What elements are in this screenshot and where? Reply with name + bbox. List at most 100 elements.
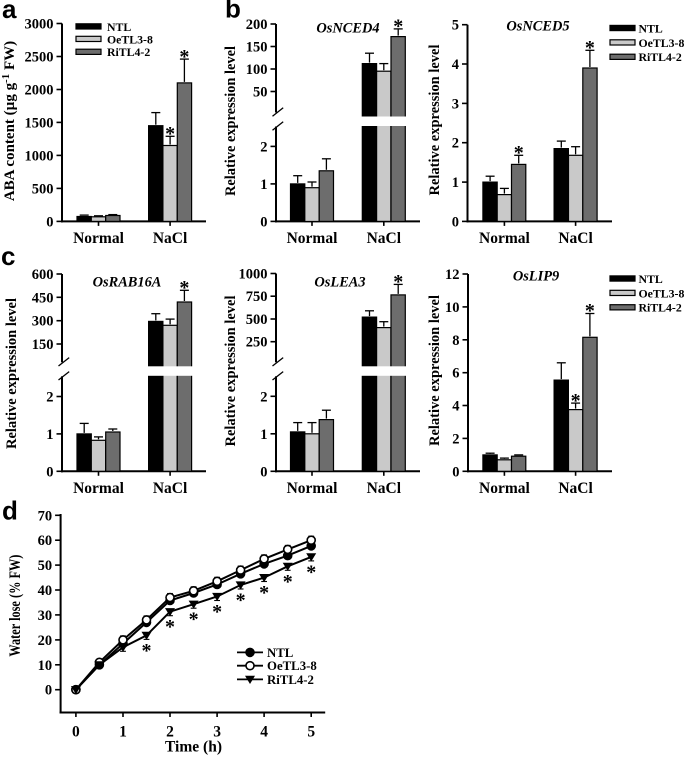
svg-text:OsNCED4: OsNCED4 [316, 21, 379, 37]
svg-text:Relative expression level: Relative expression level [427, 45, 443, 196]
svg-text:Normal: Normal [73, 480, 124, 497]
svg-text:Time (h): Time (h) [165, 739, 222, 756]
svg-text:2: 2 [260, 139, 267, 155]
svg-text:*: * [306, 561, 316, 583]
svg-text:1: 1 [119, 723, 127, 740]
svg-text:NaCl: NaCl [367, 480, 402, 497]
svg-text:1000: 1000 [25, 148, 54, 164]
svg-text:OsLIP9: OsLIP9 [513, 269, 559, 285]
svg-text:70: 70 [38, 508, 53, 524]
svg-text:1500: 1500 [25, 115, 54, 131]
svg-text:*: * [179, 46, 189, 68]
svg-text:*: * [585, 300, 595, 322]
svg-text:Normal: Normal [479, 480, 530, 497]
svg-text:Normal: Normal [479, 230, 530, 247]
svg-text:500: 500 [246, 312, 268, 328]
svg-text:NaCl: NaCl [153, 230, 188, 247]
svg-text:0: 0 [260, 464, 267, 480]
svg-text:*: * [179, 277, 189, 299]
svg-text:10: 10 [445, 300, 460, 316]
svg-text:4: 4 [452, 399, 459, 415]
svg-text:OsLEA3: OsLEA3 [314, 275, 365, 291]
svg-text:200: 200 [246, 17, 268, 33]
svg-text:30: 30 [38, 608, 53, 624]
svg-text:2000: 2000 [25, 83, 54, 99]
svg-text:0: 0 [72, 723, 80, 740]
svg-text:Normal: Normal [73, 230, 124, 247]
svg-text:1: 1 [46, 427, 53, 443]
svg-text:NaCl: NaCl [558, 480, 593, 497]
svg-text:5: 5 [452, 18, 459, 34]
svg-text:NTL: NTL [639, 272, 663, 286]
svg-text:450: 450 [32, 290, 54, 306]
svg-text:300: 300 [32, 314, 54, 330]
svg-text:b: b [225, 0, 241, 24]
svg-text:1: 1 [260, 427, 267, 443]
svg-text:750: 750 [246, 289, 268, 305]
svg-text:3: 3 [213, 723, 221, 740]
svg-text:OeTL3-8: OeTL3-8 [107, 32, 153, 46]
svg-text:1: 1 [260, 177, 267, 193]
svg-text:2: 2 [452, 136, 459, 152]
svg-text:4: 4 [260, 723, 268, 740]
svg-text:2: 2 [260, 389, 267, 405]
svg-text:1: 1 [452, 175, 459, 191]
svg-text:RiTL4-2: RiTL4-2 [267, 673, 314, 687]
svg-text:ABA content (µg g-1 FW): ABA content (µg g-1 FW) [0, 41, 18, 201]
svg-text:*: * [165, 123, 175, 145]
svg-text:*: * [393, 271, 403, 293]
svg-text:c: c [1, 241, 15, 271]
svg-text:OeTL3-8: OeTL3-8 [267, 659, 317, 673]
svg-text:Relative expression level: Relative expression level [427, 295, 443, 446]
svg-text:Relative expression level: Relative expression level [223, 296, 239, 447]
svg-text:50: 50 [253, 85, 268, 101]
svg-text:4: 4 [452, 57, 459, 73]
svg-text:8: 8 [452, 333, 459, 349]
svg-text:a: a [2, 0, 17, 24]
svg-text:*: * [142, 640, 152, 662]
svg-text:40: 40 [38, 583, 53, 599]
svg-text:Normal: Normal [287, 480, 338, 497]
svg-text:OeTL3-8: OeTL3-8 [639, 36, 685, 50]
svg-text:NaCl: NaCl [153, 480, 188, 497]
svg-text:OsRAB16A: OsRAB16A [93, 275, 162, 291]
svg-text:*: * [514, 142, 524, 164]
svg-text:3000: 3000 [25, 17, 54, 33]
svg-text:100: 100 [246, 62, 268, 78]
svg-text:0: 0 [452, 214, 459, 230]
svg-text:Water lose (% FW): Water lose (% FW) [7, 555, 24, 657]
svg-text:60: 60 [38, 533, 53, 549]
svg-text:0: 0 [45, 683, 52, 699]
svg-text:NaCl: NaCl [367, 230, 402, 247]
svg-text:*: * [236, 590, 246, 612]
svg-text:*: * [393, 16, 403, 38]
svg-text:RiTL4-2: RiTL4-2 [639, 50, 682, 64]
svg-text:2: 2 [166, 723, 174, 740]
svg-text:0: 0 [46, 214, 53, 230]
svg-text:10: 10 [38, 658, 53, 674]
svg-text:NTL: NTL [107, 20, 131, 34]
svg-text:Normal: Normal [287, 230, 338, 247]
svg-text:12: 12 [445, 267, 460, 283]
svg-text:OeTL3-8: OeTL3-8 [639, 286, 685, 300]
svg-text:NaCl: NaCl [558, 230, 593, 247]
svg-text:250: 250 [246, 335, 268, 351]
svg-text:3: 3 [452, 96, 459, 112]
svg-text:2500: 2500 [25, 50, 54, 66]
svg-text:600: 600 [32, 267, 54, 283]
svg-text:1000: 1000 [239, 267, 268, 283]
svg-text:*: * [165, 616, 175, 638]
svg-text:0: 0 [260, 214, 267, 230]
svg-text:NTL: NTL [639, 21, 663, 35]
svg-text:NTL: NTL [267, 646, 293, 660]
svg-text:*: * [259, 582, 269, 604]
svg-text:20: 20 [38, 633, 53, 649]
svg-text:*: * [189, 609, 199, 631]
svg-text:OsNCED5: OsNCED5 [506, 19, 569, 35]
svg-text:*: * [212, 601, 222, 623]
svg-text:Relative expression level: Relative expression level [223, 46, 239, 196]
svg-text:150: 150 [32, 337, 54, 353]
svg-text:0: 0 [452, 464, 459, 480]
svg-text:*: * [585, 37, 595, 59]
svg-text:2: 2 [452, 431, 459, 447]
